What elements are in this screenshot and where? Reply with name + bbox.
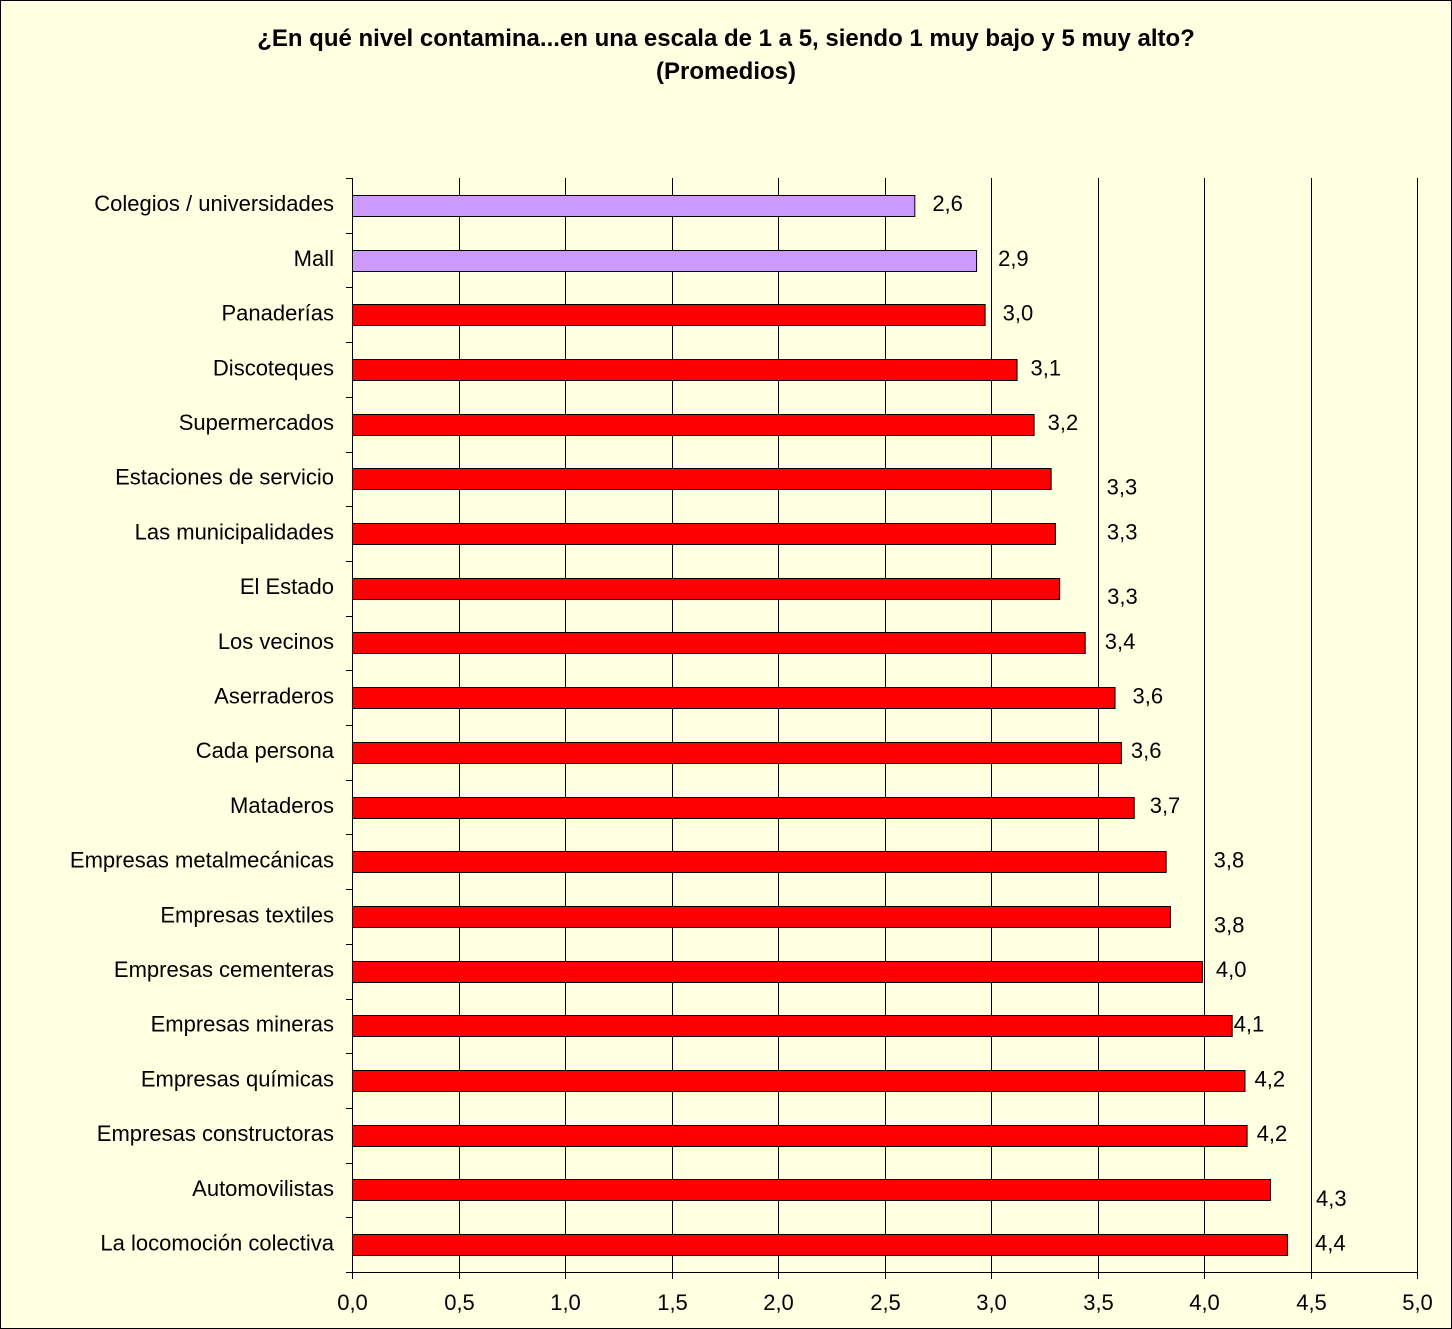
category-label: Automovilistas [192, 1176, 334, 1201]
x-tick-label: 4,5 [1296, 1290, 1327, 1315]
data-label: 3,2 [1048, 410, 1079, 435]
bar [352, 1234, 1289, 1256]
category-label: Empresas constructoras [97, 1121, 334, 1146]
bar [352, 468, 1052, 490]
category-label: Empresas químicas [141, 1066, 334, 1091]
bar [352, 250, 978, 272]
bar [352, 523, 1056, 545]
data-label: 3,6 [1133, 683, 1164, 708]
category-label: Los vecinos [218, 629, 334, 654]
x-tick-label: 0,5 [444, 1290, 475, 1315]
bar [352, 687, 1116, 709]
bar [352, 797, 1135, 819]
data-label: 3,4 [1105, 629, 1136, 654]
bar [352, 414, 1035, 436]
data-label: 3,8 [1214, 912, 1245, 937]
data-label: 4,1 [1234, 1012, 1265, 1037]
x-tick-label: 1,0 [550, 1290, 581, 1315]
bar [352, 304, 986, 326]
data-label: 2,9 [998, 246, 1029, 271]
data-label: 3,1 [1031, 355, 1062, 380]
category-label: Panaderías [221, 301, 334, 326]
category-label: Las municipalidades [135, 519, 334, 544]
category-label: La locomoción colectiva [100, 1230, 334, 1255]
data-label: 4,2 [1254, 1066, 1285, 1091]
category-label: Empresas textiles [160, 902, 334, 927]
category-label: Mall [294, 246, 334, 271]
x-tick-label: 4,0 [1189, 1290, 1220, 1315]
category-label: Empresas metalmecánicas [70, 848, 334, 873]
bar [352, 1015, 1233, 1037]
bar [352, 1179, 1272, 1201]
category-label: Aserraderos [214, 683, 334, 708]
labels: 2,6 Colegios / universidades 2,9 Mall 3,0 Pan… [70, 191, 1433, 1315]
bar [352, 961, 1203, 983]
bar [352, 359, 1018, 381]
x-tick-label: 3,5 [1083, 1290, 1114, 1315]
data-label: 4,4 [1315, 1230, 1346, 1255]
bar [352, 742, 1122, 764]
data-label: 4,0 [1216, 957, 1247, 982]
bars [352, 195, 1289, 1256]
category-label: Estaciones de servicio [115, 465, 334, 490]
category-label: Colegios / universidades [94, 191, 334, 216]
bar [352, 195, 916, 217]
data-label: 3,8 [1214, 848, 1245, 873]
data-label: 3,6 [1131, 738, 1162, 763]
chart-title-line-1: ¿En qué nivel contamina...en una escala … [257, 25, 1195, 52]
gridlines [459, 178, 1418, 1272]
x-tick-label: 5,0 [1402, 1290, 1433, 1315]
category-label: Cada persona [196, 738, 335, 763]
category-label: El Estado [240, 574, 334, 599]
chart-title: ¿En qué nivel contamina...en una escala … [0, 22, 1452, 88]
category-label: Empresas cementeras [114, 957, 334, 982]
x-tick-label: 1,5 [657, 1290, 688, 1315]
chart-title-line-2: (Promedios) [655, 58, 796, 85]
data-label: 3,7 [1150, 793, 1181, 818]
axes [346, 178, 1418, 1279]
bar [352, 906, 1171, 928]
bar [352, 1070, 1246, 1092]
category-label: Empresas mineras [151, 1012, 334, 1037]
x-tick-label: 2,0 [763, 1290, 794, 1315]
category-label: Mataderos [230, 793, 334, 818]
data-label: 2,6 [932, 191, 963, 216]
bar [352, 1125, 1248, 1147]
data-label: 3,3 [1107, 475, 1138, 500]
x-tick-label: 0,0 [337, 1290, 368, 1315]
data-label: 4,3 [1316, 1186, 1347, 1211]
data-label: 3,3 [1107, 519, 1138, 544]
category-label: Supermercados [179, 410, 334, 435]
data-label: 3,3 [1107, 584, 1138, 609]
category-label: Discoteques [213, 355, 334, 380]
x-tick-label: 2,5 [870, 1290, 901, 1315]
data-label: 3,0 [1003, 301, 1034, 326]
bar [352, 578, 1061, 600]
data-label: 4,2 [1257, 1121, 1288, 1146]
bar [352, 851, 1167, 873]
bar [352, 632, 1086, 654]
x-tick-label: 3,0 [976, 1290, 1007, 1315]
